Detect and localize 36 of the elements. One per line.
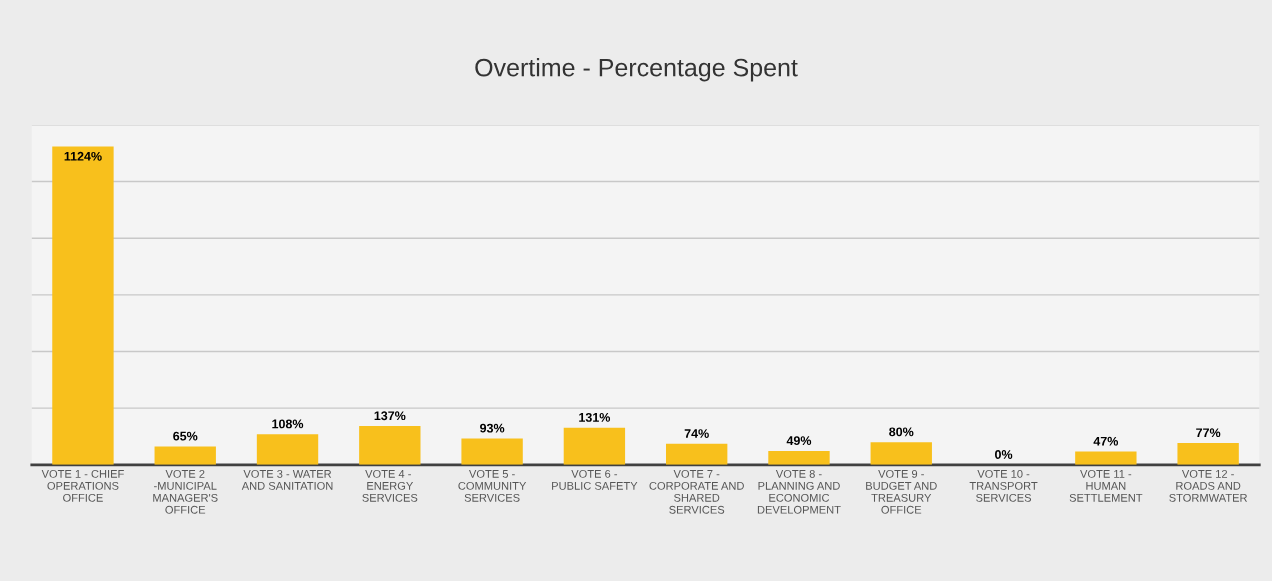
x-tick-label: VOTE 5 - COMMUNITY SERVICES [458, 469, 527, 502]
data-label: 0% [995, 450, 1013, 459]
x-tick-label: VOTE 4 - ENERGY SERVICES [362, 469, 418, 502]
x-tick-label: VOTE 1 - CHIEF OPERATIONS OFFICE [41, 469, 124, 502]
data-label: 74% [684, 429, 709, 438]
bar [154, 446, 216, 465]
data-label: 137% [374, 411, 406, 421]
data-label: 131% [579, 412, 611, 422]
x-tick-label: VOTE 10 - TRANSPORT SERVICES [969, 469, 1038, 502]
data-label: 65% [173, 431, 198, 441]
data-label: 49% [786, 436, 812, 446]
bar [1075, 451, 1137, 465]
x-tick-label: VOTE 7 - CORPORATE AND SHARED SERVICES [649, 469, 744, 514]
x-tick-label: VOTE 11 - HUMAN SETTLEMENT [1069, 469, 1143, 502]
bar [563, 427, 626, 465]
bar [256, 434, 319, 465]
chart-title: Overtime - Percentage Spent [475, 58, 798, 82]
x-tick-label: VOTE 9 - BUDGET AND TREASURY OFFICE [866, 469, 937, 514]
data-label: 80% [889, 427, 914, 437]
data-label: 77% [1196, 428, 1221, 438]
x-tick-label: VOTE 3 - WATER AND SANITATION [241, 469, 333, 490]
data-label: 47% [1093, 436, 1119, 446]
bar [359, 426, 421, 465]
x-tick-label: VOTE 8 - PLANNING AND ECONOMIC DEVELOPMENT [757, 469, 841, 514]
bar [666, 443, 728, 465]
bar [768, 450, 830, 465]
data-label: 93% [480, 423, 505, 433]
x-tick-label: VOTE 6 - PUBLIC SAFETY [552, 469, 638, 490]
data-label: 1124% [64, 151, 102, 161]
bar [461, 438, 523, 465]
bar [1177, 442, 1239, 465]
x-tick-label: VOTE 12 - ROADS AND STORMWATER [1169, 469, 1248, 502]
data-label: 108% [272, 419, 304, 429]
x-tick-label: VOTE 2 -MUNICIPAL MANAGER'S OFFICE [153, 469, 218, 514]
bar [52, 146, 114, 465]
bar [870, 442, 932, 465]
